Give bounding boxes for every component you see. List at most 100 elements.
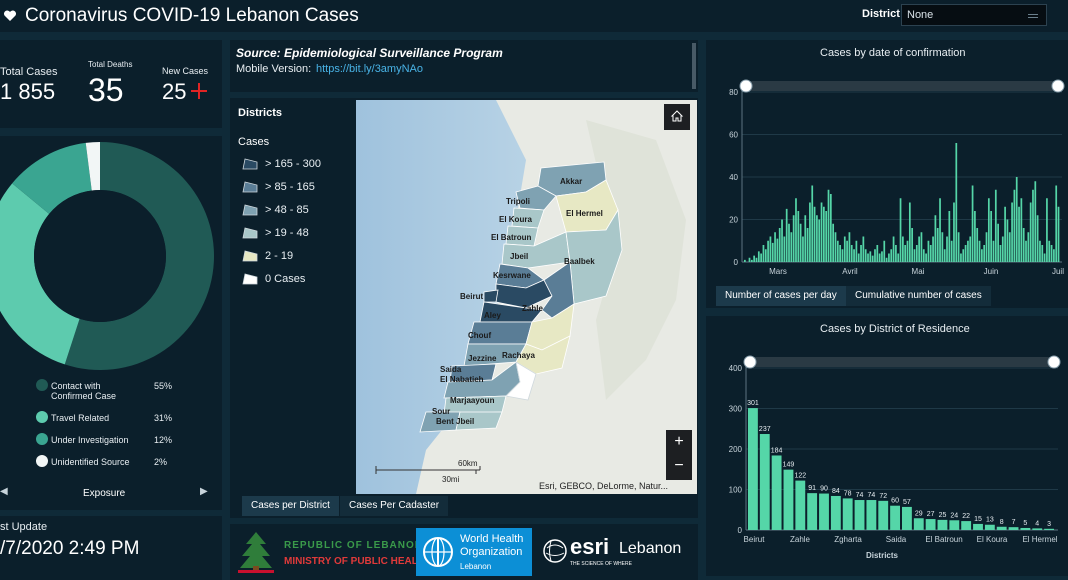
bar-99[interactable] — [974, 211, 976, 262]
range-slider-track[interactable] — [750, 357, 1054, 367]
bar-50[interactable] — [860, 245, 862, 262]
next-chevron-icon[interactable]: ▶ — [200, 486, 208, 497]
bar-114[interactable] — [1008, 232, 1011, 262]
bar-66[interactable] — [897, 253, 900, 263]
bar-92[interactable] — [957, 232, 960, 262]
bar-40[interactable] — [836, 240, 839, 262]
bar-55[interactable] — [871, 255, 874, 262]
bar-41[interactable] — [839, 245, 841, 262]
bar-86[interactable] — [943, 249, 946, 262]
bar-59[interactable] — [881, 251, 883, 262]
bar-131[interactable] — [1048, 240, 1051, 262]
bar-57[interactable] — [876, 245, 879, 262]
donut-slice-1[interactable] — [0, 183, 80, 365]
bar-119[interactable] — [1020, 198, 1023, 262]
bar-88[interactable] — [948, 211, 951, 262]
bar-12[interactable] — [771, 242, 774, 262]
bar-4[interactable] — [795, 480, 806, 530]
bar-6[interactable] — [757, 251, 760, 262]
bar-112[interactable] — [1004, 206, 1006, 262]
mobile-version-link[interactable]: https://bit.ly/3amyNAo — [316, 63, 423, 75]
bar-107[interactable] — [992, 240, 995, 262]
bar-3[interactable] — [783, 469, 794, 530]
bar-132[interactable] — [1050, 245, 1053, 262]
bar-97[interactable] — [969, 236, 972, 263]
bar-4[interactable] — [753, 255, 756, 262]
bar-70[interactable] — [906, 240, 909, 262]
bar-115[interactable] — [1011, 202, 1013, 263]
bar-121[interactable] — [1025, 240, 1027, 262]
bar-8[interactable] — [842, 498, 853, 530]
bar-101[interactable] — [978, 240, 981, 262]
bar-83[interactable] — [936, 228, 939, 262]
bar-26[interactable] — [804, 215, 807, 262]
bar-90[interactable] — [953, 202, 955, 263]
bar-23[interactable] — [1020, 527, 1031, 530]
bar-127[interactable] — [1039, 240, 1041, 262]
bar-47[interactable] — [853, 249, 855, 262]
bar-94[interactable] — [962, 249, 965, 262]
bar-111[interactable] — [1001, 236, 1004, 263]
bar-60[interactable] — [883, 240, 886, 262]
bar-130[interactable] — [1046, 198, 1048, 262]
map-zoom-in-button[interactable]: + — [666, 430, 692, 456]
bar-0[interactable] — [744, 259, 746, 262]
bar-113[interactable] — [1006, 219, 1009, 263]
bar-61[interactable] — [885, 257, 888, 262]
bar-18[interactable] — [785, 208, 788, 262]
bar-63[interactable] — [890, 249, 893, 262]
bar-116[interactable] — [1013, 189, 1016, 262]
scrollbar[interactable] — [692, 43, 696, 89]
bar-8[interactable] — [762, 245, 765, 262]
bar-52[interactable] — [864, 249, 867, 262]
bar-23[interactable] — [797, 211, 800, 262]
bar-42[interactable] — [841, 249, 844, 262]
bar-45[interactable] — [848, 232, 851, 262]
bar-81[interactable] — [932, 236, 934, 263]
bar-87[interactable] — [946, 236, 948, 263]
bar-56[interactable] — [874, 249, 876, 262]
bar-16[interactable] — [781, 219, 783, 263]
map-home-button[interactable] — [664, 104, 690, 130]
range-slider-handle-right[interactable] — [1051, 79, 1065, 93]
range-slider-handle-left[interactable] — [743, 355, 757, 369]
bar-17[interactable] — [949, 520, 960, 530]
bar-91[interactable] — [955, 143, 958, 262]
bar-5[interactable] — [807, 493, 818, 530]
bar-71[interactable] — [908, 202, 911, 263]
bar-19[interactable] — [973, 523, 983, 530]
bar-17[interactable] — [783, 236, 786, 263]
bar-135[interactable] — [1057, 206, 1060, 262]
bar-22[interactable] — [795, 198, 797, 262]
bar-2[interactable] — [771, 455, 782, 530]
bar-53[interactable] — [867, 253, 869, 263]
bar-11[interactable] — [769, 236, 772, 263]
bar-105[interactable] — [987, 198, 990, 262]
bar-35[interactable] — [825, 211, 828, 262]
district-select[interactable]: None — [901, 4, 1047, 26]
bar-96[interactable] — [967, 240, 969, 262]
bar-1[interactable] — [759, 434, 770, 530]
map-view[interactable]: Akkar Tripoli El Hermel El Koura El Batr… — [356, 100, 697, 494]
bar-39[interactable] — [834, 232, 837, 262]
bar-76[interactable] — [920, 232, 923, 262]
bar-120[interactable] — [1022, 228, 1025, 262]
bar-36[interactable] — [827, 189, 830, 262]
bar-29[interactable] — [811, 185, 814, 263]
bar-126[interactable] — [1036, 215, 1039, 262]
bar-48[interactable] — [855, 240, 858, 262]
bar-9[interactable] — [764, 249, 767, 262]
bar-98[interactable] — [971, 185, 974, 263]
prev-chevron-icon[interactable]: ◀ — [0, 486, 8, 497]
bar-10[interactable] — [767, 240, 769, 262]
bar-32[interactable] — [818, 219, 821, 263]
bar-25[interactable] — [802, 236, 804, 263]
bar-68[interactable] — [902, 236, 904, 263]
bar-75[interactable] — [918, 236, 920, 263]
bar-14[interactable] — [776, 238, 779, 262]
bar-65[interactable] — [895, 245, 897, 262]
bar-20[interactable] — [790, 232, 793, 262]
bar-16[interactable] — [937, 519, 948, 530]
bar-2[interactable] — [748, 257, 751, 262]
bar-54[interactable] — [869, 251, 872, 262]
